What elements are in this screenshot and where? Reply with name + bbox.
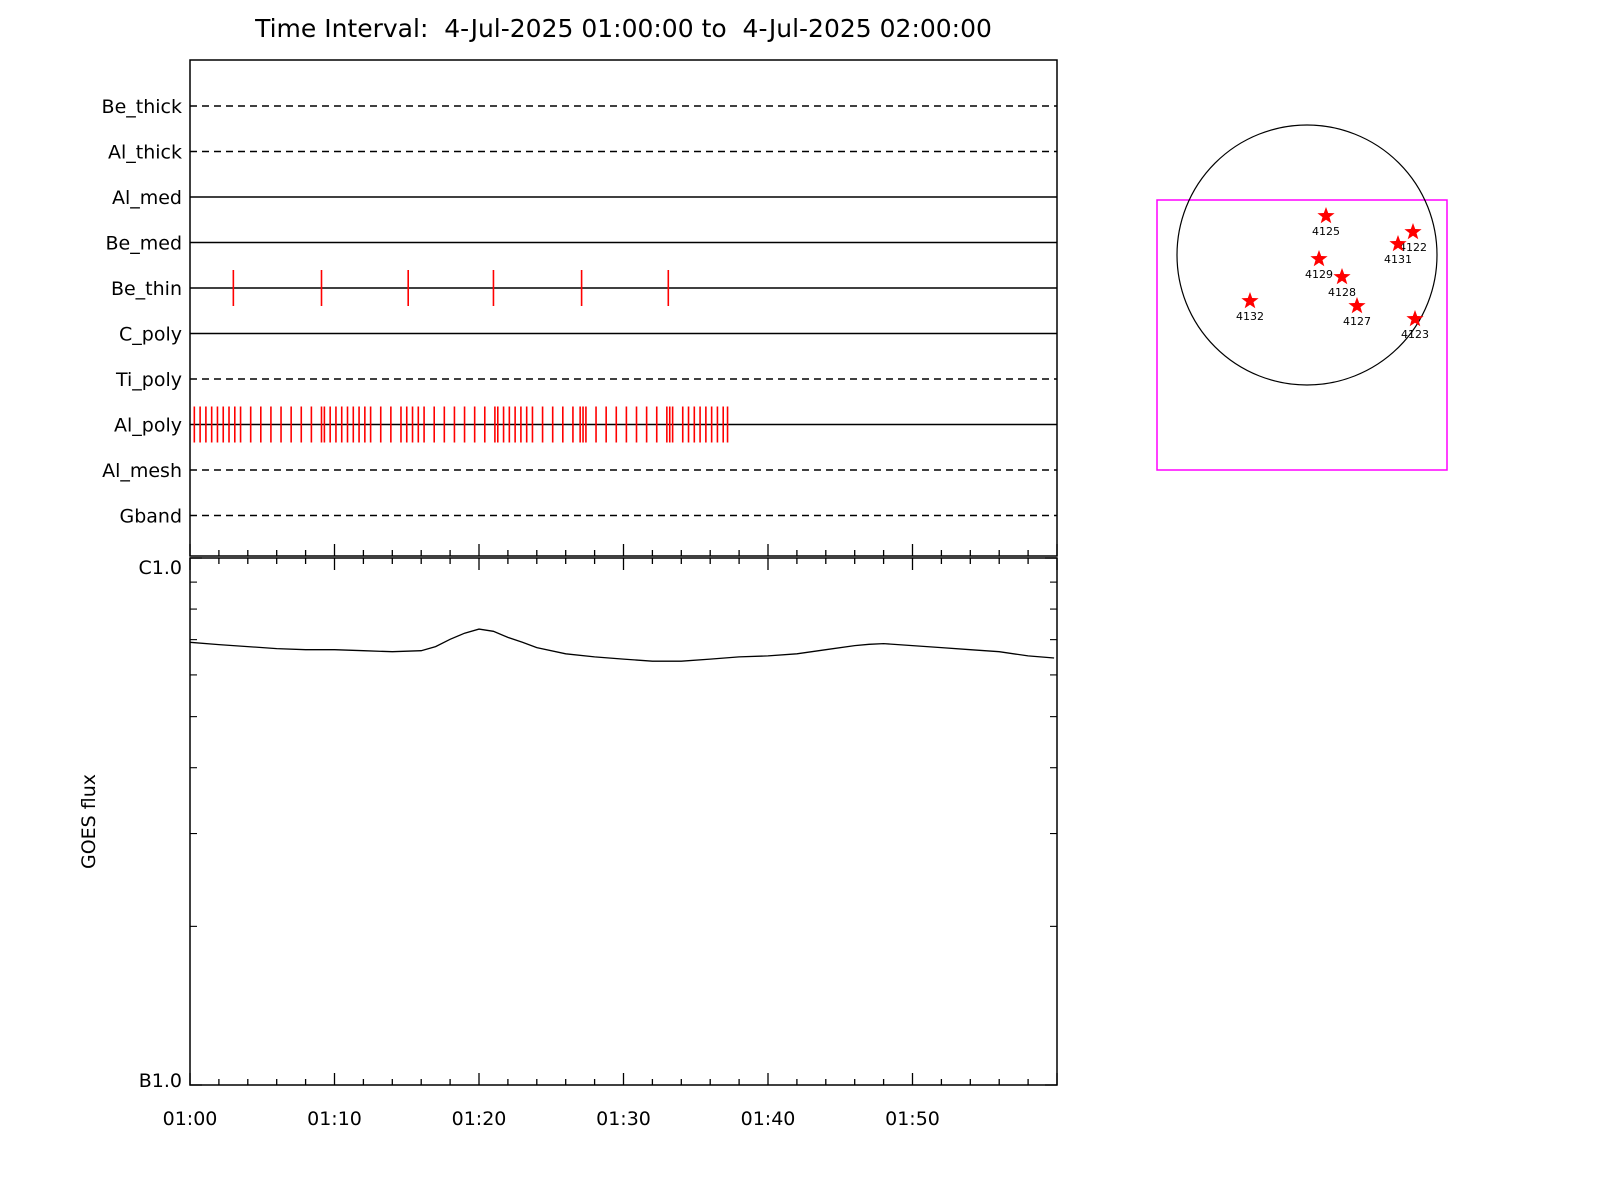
goes-y-ticks — [190, 557, 1057, 1086]
timeline-frame — [189, 59, 1058, 557]
filter-row-Al_thick: Al_thick — [108, 142, 1057, 164]
goes-flux-panel: C1.0 B1.0 01:00 01:10 01:20 01:30 01:40 01:50 GO… — [78, 557, 1058, 1130]
active-region-4128: 4128 — [1328, 268, 1356, 299]
filter-label: Al_poly — [114, 415, 182, 437]
filter-row-Be_thin: Be_thin — [111, 270, 1057, 306]
solar-limb — [1176, 124, 1438, 386]
active-region-4127: 4127 — [1343, 297, 1371, 328]
filter-timeline-panel: Be_thick Al_thick Al_med Be_med Be_thin C_pol… — [102, 59, 1058, 557]
active-region-4129: 4129 — [1305, 250, 1333, 281]
x-tick-label: 01:30 — [596, 1108, 651, 1130]
active-region-label: 4131 — [1384, 253, 1412, 266]
page-title: Time Interval: 4-Jul-2025 01:00:00 to 4-… — [255, 14, 992, 43]
filter-label: Be_thick — [102, 96, 182, 118]
active-region-label: 4125 — [1312, 225, 1340, 238]
fov-box — [1156, 199, 1448, 471]
filter-label: Be_thin — [111, 278, 182, 300]
filter-row-Ti_poly: Ti_poly — [115, 369, 1057, 391]
x-tick-label: 01:00 — [163, 1108, 218, 1130]
filter-row-Al_med: Al_med — [112, 187, 1057, 209]
y-axis-top-label: C1.0 — [139, 557, 182, 579]
filter-row-Al_poly: Al_poly — [114, 406, 1057, 443]
goes-flux-curve — [189, 628, 1055, 662]
active-region-label: 4128 — [1328, 286, 1356, 299]
star-icon — [1241, 292, 1259, 309]
y-axis-bottom-label: B1.0 — [139, 1070, 182, 1092]
filter-label: Al_mesh — [102, 460, 182, 482]
active-region-4125: 4125 — [1312, 207, 1340, 238]
x-tick-label: 01:10 — [307, 1108, 362, 1130]
x-tick-label: 01:50 — [885, 1108, 940, 1130]
star-icon — [1333, 268, 1351, 285]
active-region-4122: 4122 — [1399, 223, 1427, 254]
star-icon — [1317, 207, 1335, 224]
filter-row-Al_mesh: Al_mesh — [102, 460, 1057, 482]
filter-row-C_poly: C_poly — [119, 324, 1057, 346]
active-region-label: 4127 — [1343, 315, 1371, 328]
star-icon — [1404, 223, 1422, 240]
star-icon — [1406, 310, 1424, 327]
filter-label: Be_med — [106, 233, 182, 255]
filter-label: Ti_poly — [115, 369, 182, 391]
filter-label: Al_med — [112, 187, 182, 209]
active-region-4123: 4123 — [1401, 310, 1429, 341]
filter-label: Al_thick — [108, 142, 182, 164]
active-region-label: 4123 — [1401, 328, 1429, 341]
x-tick-label: 01:40 — [741, 1108, 796, 1130]
filter-label: C_poly — [119, 324, 182, 346]
active-region-label: 4132 — [1236, 310, 1264, 323]
filter-row-Gband: Gband — [119, 506, 1057, 528]
goes-x-ticks — [189, 558, 1058, 1085]
y-axis-title: GOES flux — [78, 774, 100, 869]
star-icon — [1310, 250, 1328, 267]
filter-row-Be_thick: Be_thick — [102, 96, 1057, 118]
filter-row-Be_med: Be_med — [106, 233, 1057, 255]
star-icon — [1348, 297, 1366, 314]
active-region-label: 4129 — [1305, 268, 1333, 281]
goes-frame — [189, 557, 1058, 1086]
star-icon — [1389, 235, 1407, 252]
filter-label: Gband — [119, 506, 182, 528]
active-region-label: 4122 — [1399, 241, 1427, 254]
timeline-x-ticks — [189, 544, 1058, 556]
x-tick-label: 01:20 — [452, 1108, 507, 1130]
active-region-4132: 4132 — [1236, 292, 1264, 323]
active-region-4131: 4131 — [1384, 235, 1412, 266]
